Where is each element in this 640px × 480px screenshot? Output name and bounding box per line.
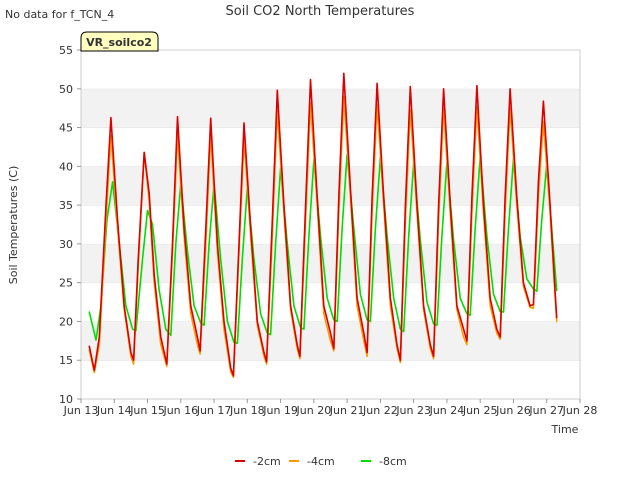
x-tick-label: Jun 23 xyxy=(395,404,431,417)
x-tick-label: Jun 22 xyxy=(362,404,398,417)
x-tick-label: Jun 21 xyxy=(329,404,365,417)
x-tick-label: Jun 16 xyxy=(162,404,198,417)
annotation-label: VR_soilco2 xyxy=(86,36,152,49)
y-tick-label: 40 xyxy=(59,160,73,173)
grid-band xyxy=(81,50,580,89)
grid-band xyxy=(81,205,580,244)
legend-label: -8cm xyxy=(379,455,407,468)
x-axis-label: Time xyxy=(551,423,579,436)
series-line-minus-2cm xyxy=(88,72,558,377)
chart-title: Soil CO2 North Temperatures xyxy=(226,4,415,19)
x-tick-label: Jun 17 xyxy=(196,404,232,417)
y-tick-label: 25 xyxy=(59,277,73,290)
y-axis-ticks: 10 15 20 25 30 35 40 45 50 55 xyxy=(59,44,81,406)
x-tick-label: Jun 18 xyxy=(229,404,265,417)
grid-band xyxy=(81,243,580,283)
y-tick-label: 45 xyxy=(59,122,73,135)
x-tick-label: Jun 25 xyxy=(462,404,498,417)
y-tick-label: 20 xyxy=(59,315,73,328)
x-tick-label: Jun 14 xyxy=(96,404,132,417)
grid-band xyxy=(81,360,580,399)
x-tick-label: Jun 24 xyxy=(429,404,465,417)
plot-frame xyxy=(80,49,581,400)
legend-label: -4cm xyxy=(307,455,335,468)
y-tick-label: 55 xyxy=(59,44,73,57)
y-tick-label: 50 xyxy=(59,83,73,96)
y-tick-label: 15 xyxy=(59,354,73,367)
series-lines xyxy=(88,72,558,379)
x-tick-label: Jun 19 xyxy=(262,404,298,417)
grid-band xyxy=(81,127,580,167)
x-tick-label: Jun 20 xyxy=(296,404,332,417)
y-tick-label: 30 xyxy=(59,238,73,251)
x-tick-label: Jun 15 xyxy=(129,404,165,417)
y-axis-label: Soil Temperatures (C) xyxy=(7,166,20,285)
y-tick-label: 10 xyxy=(59,393,73,406)
annotation-box: VR_soilco2 xyxy=(80,31,159,52)
x-tick-label: Jun 13 xyxy=(63,404,99,417)
x-tick-label: Jun 27 xyxy=(528,404,564,417)
grid-band xyxy=(81,166,580,206)
x-tick-label: Jun 28 xyxy=(562,404,598,417)
y-tick-label: 35 xyxy=(59,199,73,212)
grid-bands xyxy=(81,49,580,399)
legend-label: -2cm xyxy=(253,455,281,468)
legend: -2cm -4cm -8cm xyxy=(235,455,407,468)
grid-band xyxy=(81,88,580,128)
no-data-note: No data for f_TCN_4 xyxy=(5,8,114,21)
x-tick-label: Jun 26 xyxy=(495,404,531,417)
